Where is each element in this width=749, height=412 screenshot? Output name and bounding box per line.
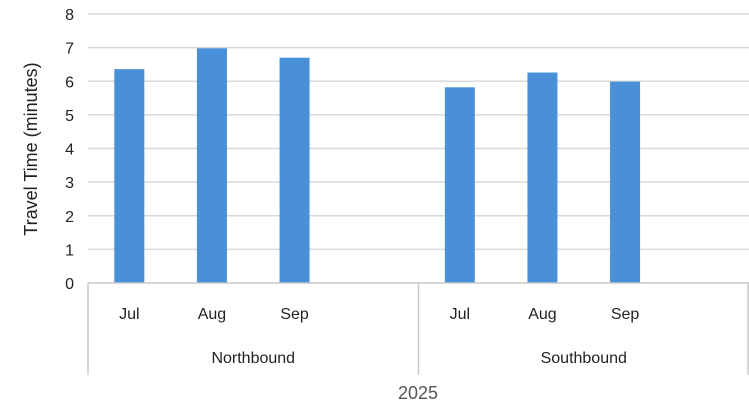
gridlines	[88, 13, 749, 251]
y-tick-label: 8	[65, 7, 74, 24]
y-axis-ticks: 0 1 2 3 4 5 6 7 8	[65, 7, 74, 293]
bar	[196, 48, 227, 283]
x-category-label: Jul	[119, 306, 139, 323]
bar	[610, 81, 641, 284]
x-category-label: Aug	[198, 306, 226, 323]
y-tick-label: 2	[65, 209, 74, 226]
x-group-label: Northbound	[211, 350, 295, 367]
y-tick-label: 5	[65, 108, 74, 125]
bar	[114, 69, 145, 284]
bar	[527, 72, 558, 283]
y-tick-label: 4	[65, 142, 74, 159]
x-category-label: Jul	[450, 306, 470, 323]
y-axis-title: Travel Time (minutes)	[21, 62, 41, 235]
x-axis-title: 2025	[398, 383, 438, 403]
x-axis: Jul Aug Sep Northbound Jul Aug Sep Southbound	[87, 282, 749, 375]
y-tick-label: 0	[65, 276, 74, 293]
y-tick-label: 6	[65, 74, 74, 91]
bar	[444, 87, 475, 284]
x-group-label: Southbound	[541, 350, 627, 367]
y-tick-label: 3	[65, 175, 74, 192]
x-category-label: Aug	[528, 306, 556, 323]
y-tick-label: 1	[65, 242, 74, 259]
bars	[114, 48, 641, 284]
y-tick-label: 7	[65, 41, 74, 58]
bar	[279, 57, 310, 284]
x-category-label: Sep	[611, 306, 640, 323]
x-category-label: Sep	[280, 306, 309, 323]
